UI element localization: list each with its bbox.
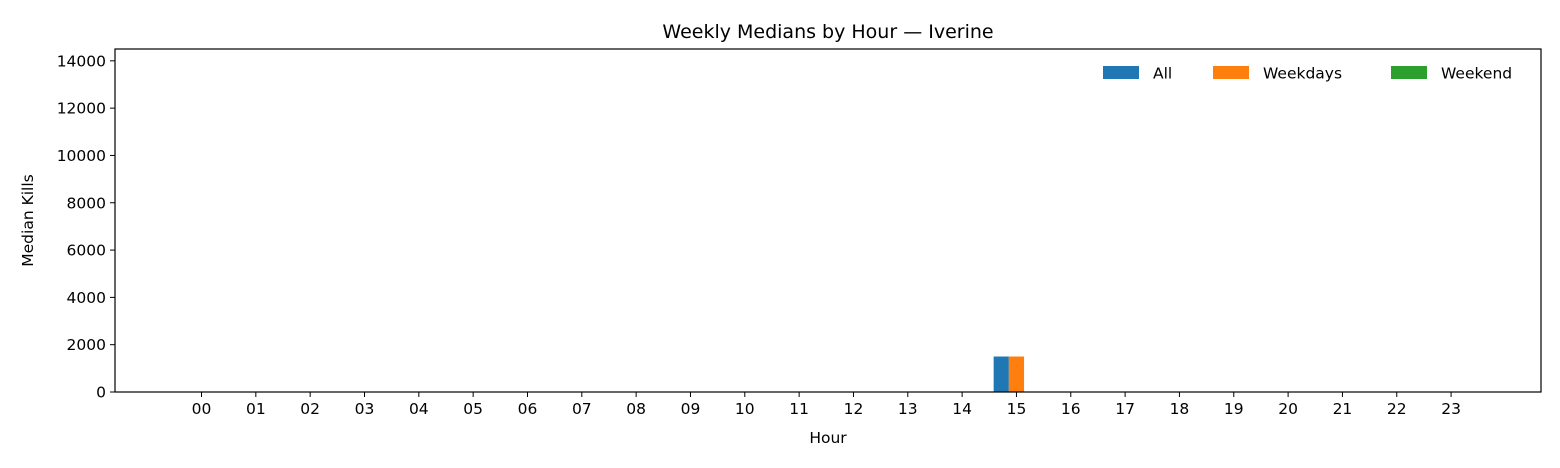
x-tick-label: 06 bbox=[518, 400, 538, 418]
x-tick-label: 19 bbox=[1224, 400, 1244, 418]
bar-all-15 bbox=[993, 356, 1009, 392]
x-axis-ticks: 00 01 02 03 04 05 06 07 08 09 10 11 12 13 14 15 16 17 18 19… bbox=[192, 392, 1461, 418]
x-tick-label: 14 bbox=[952, 400, 972, 418]
y-tick-label: 2000 bbox=[67, 336, 106, 354]
bar-weekdays-15 bbox=[1008, 356, 1025, 392]
y-tick-label: 12000 bbox=[57, 100, 106, 118]
y-tick-label: 10000 bbox=[57, 147, 106, 165]
x-tick-label: 18 bbox=[1170, 400, 1190, 418]
x-axis-label: Hour bbox=[809, 429, 847, 447]
legend-swatch-weekend bbox=[1391, 66, 1427, 79]
x-tick-label: 17 bbox=[1115, 400, 1135, 418]
bars-group bbox=[993, 356, 1025, 392]
x-tick-label: 15 bbox=[1007, 400, 1027, 418]
y-tick-label: 6000 bbox=[67, 242, 106, 260]
legend-swatch-all bbox=[1103, 66, 1139, 79]
x-tick-label: 04 bbox=[409, 400, 429, 418]
x-tick-label: 12 bbox=[844, 400, 864, 418]
y-axis-ticks: 0 2000 4000 6000 8000 10000 12000 14000 bbox=[57, 52, 115, 402]
y-tick-label: 0 bbox=[96, 384, 106, 402]
legend-label-all: All bbox=[1153, 65, 1172, 83]
chart-title: Weekly Medians by Hour — Iverine bbox=[662, 21, 993, 43]
y-tick-label: 8000 bbox=[67, 194, 106, 212]
y-axis-label: Median Kills bbox=[19, 174, 37, 266]
y-tick-label: 4000 bbox=[67, 289, 106, 307]
x-tick-label: 01 bbox=[246, 400, 266, 418]
x-tick-label: 09 bbox=[681, 400, 701, 418]
x-tick-label: 08 bbox=[626, 400, 646, 418]
legend: All Weekdays Weekend bbox=[1103, 65, 1512, 83]
x-tick-label: 02 bbox=[300, 400, 320, 418]
x-tick-label: 10 bbox=[735, 400, 755, 418]
legend-label-weekdays: Weekdays bbox=[1263, 65, 1342, 83]
x-tick-label: 07 bbox=[572, 400, 592, 418]
x-tick-label: 13 bbox=[898, 400, 918, 418]
x-tick-label: 21 bbox=[1333, 400, 1353, 418]
y-tick-label: 14000 bbox=[57, 52, 106, 70]
legend-label-weekend: Weekend bbox=[1441, 65, 1512, 83]
x-tick-label: 22 bbox=[1387, 400, 1407, 418]
x-tick-label: 23 bbox=[1441, 400, 1461, 418]
plot-frame bbox=[114, 48, 1542, 393]
x-tick-label: 05 bbox=[463, 400, 483, 418]
x-tick-label: 16 bbox=[1061, 400, 1081, 418]
legend-swatch-weekdays bbox=[1213, 66, 1249, 79]
x-tick-label: 20 bbox=[1278, 400, 1298, 418]
x-tick-label: 11 bbox=[789, 400, 809, 418]
x-tick-label: 00 bbox=[192, 400, 212, 418]
x-tick-label: 03 bbox=[355, 400, 375, 418]
